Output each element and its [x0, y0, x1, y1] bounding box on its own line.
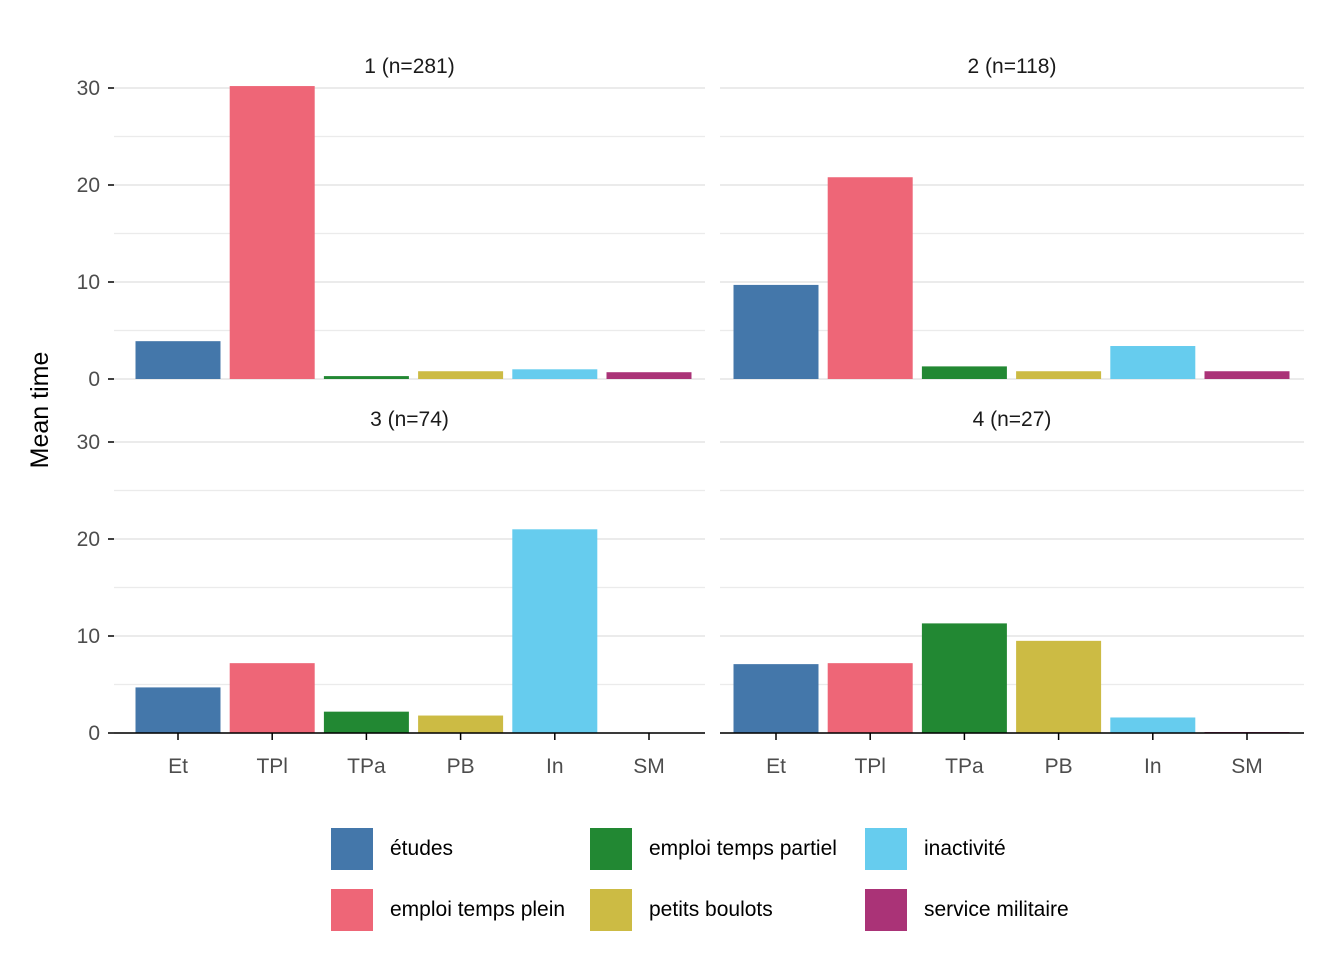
legend-key-etudes [331, 828, 373, 870]
x-tick-label: SM [633, 755, 665, 778]
x-tick-label: In [1144, 755, 1162, 778]
bar-tpa [921, 623, 1007, 733]
legend-key-emploi-temps-partiel [590, 828, 632, 870]
x-tick-label: TPa [945, 755, 984, 778]
bar-tpl [827, 177, 913, 379]
legend-key-emploi-temps-plein [331, 889, 373, 931]
legend-item-emploi-temps-plein: emploi temps plein [331, 889, 565, 931]
x-tick-label: SM [1231, 755, 1263, 778]
y-tick-label: 10 [77, 271, 100, 294]
bar-tpl [229, 86, 315, 379]
legend-label: inactivité [924, 837, 1006, 860]
bar-in [512, 529, 598, 733]
y-tick-label: 10 [77, 625, 100, 648]
legend-item-service-militaire: service militaire [865, 889, 1069, 931]
legend-item-etudes: études [331, 828, 453, 870]
y-tick-label: 20 [77, 174, 100, 197]
bar-tpa [921, 366, 1007, 379]
panel-title: 1 (n=281) [364, 55, 454, 78]
bar-et [733, 664, 819, 733]
panel-1: 1 (n=281) 0 10 20 30 [77, 55, 705, 391]
legend-item-inactivite: inactivité [865, 828, 1006, 870]
legend-label: petits boulots [649, 898, 773, 921]
x-tick-label: TPa [347, 755, 386, 778]
bar-et [135, 687, 221, 733]
legend-item-emploi-temps-partiel: emploi temps partiel [590, 828, 837, 870]
panel-4: 4 (n=27) Et TPl TPa PB In SM [720, 408, 1304, 778]
bar-tpa [323, 376, 409, 379]
x-tick-label: In [546, 755, 564, 778]
x-tick-label: PB [1045, 755, 1073, 778]
bar-pb [1016, 371, 1102, 379]
bar-pb [1016, 640, 1102, 733]
y-tick-label: 20 [77, 528, 100, 551]
panel-title: 4 (n=27) [973, 408, 1052, 431]
legend-item-petits-boulots: petits boulots [590, 889, 773, 931]
bar-in [1110, 717, 1196, 733]
legend-label: études [390, 837, 454, 860]
x-tick-label: TPl [256, 755, 288, 778]
legend-key-inactivite [865, 828, 907, 870]
bar-in [512, 369, 598, 379]
bar-pb [418, 715, 504, 733]
bar-pb [418, 371, 504, 379]
bar-et [733, 284, 819, 379]
legend-label: emploi temps plein [390, 898, 566, 921]
bar-sm [606, 372, 692, 379]
legend-key-petits-boulots [590, 889, 632, 931]
x-tick-label: Et [766, 755, 786, 778]
legend-label: emploi temps partiel [649, 837, 837, 860]
bar-tpl [229, 663, 315, 733]
y-tick-label: 0 [88, 722, 100, 745]
legend-key-service-militaire [865, 889, 907, 931]
x-tick-label: PB [447, 755, 475, 778]
bar-sm [1204, 371, 1290, 379]
x-tick-label: Et [168, 755, 188, 778]
y-axis-label: Mean time [26, 352, 54, 469]
bar-in [1110, 346, 1196, 379]
legend-label: service militaire [924, 898, 1069, 921]
bar-tpl [827, 663, 913, 733]
panel-2: 2 (n=118) [720, 55, 1304, 380]
bar-tpa [323, 711, 409, 733]
bar-et [135, 341, 221, 379]
y-tick-label: 30 [77, 431, 100, 454]
legend: études emploi temps plein emploi temps p… [331, 828, 1131, 938]
panel-title: 3 (n=74) [370, 408, 449, 431]
y-tick-label: 0 [88, 368, 100, 391]
x-tick-label: TPl [854, 755, 886, 778]
y-tick-label: 30 [77, 77, 100, 100]
panel-3: 3 (n=74) 0 10 20 30 Et TPl TPa PB In SM [77, 408, 705, 778]
panel-title: 2 (n=118) [968, 55, 1057, 78]
